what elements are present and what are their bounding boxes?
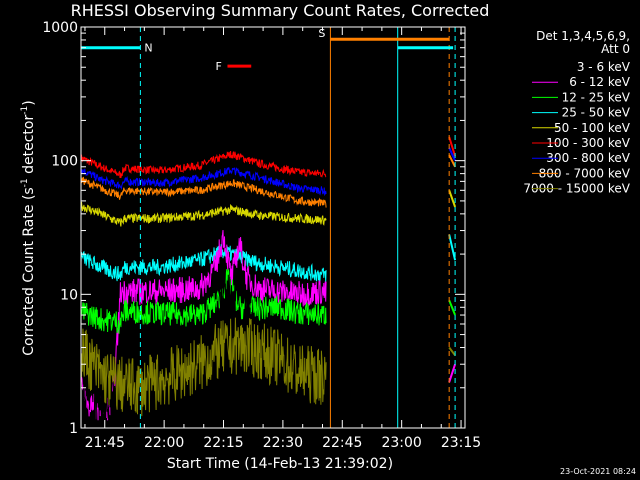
series-6-12-kev xyxy=(80,230,457,421)
legend-entry-label: 12 - 25 keV xyxy=(562,90,631,104)
series-line xyxy=(80,150,327,178)
y-label-part3: ) xyxy=(21,100,37,105)
series-300-800-kev xyxy=(80,147,457,197)
x-tick-label: 22:15 xyxy=(203,435,243,451)
y-label-exp2: -1 xyxy=(20,106,30,115)
legend-entry-label: 6 - 12 keV xyxy=(569,75,631,89)
legend-entry-label: 3 - 6 keV xyxy=(577,60,631,74)
series-line xyxy=(80,230,327,421)
x-tick-label: 23:15 xyxy=(441,435,481,451)
footer-date: 23-Oct-2021 08:24 xyxy=(560,467,636,476)
legend-entry-label: 25 - 50 keV xyxy=(562,106,631,120)
legend-entry-label: 50 - 100 keV xyxy=(554,121,631,135)
y-tick-label: 1000 xyxy=(42,20,78,36)
y-axis: 1 10 100 1000 xyxy=(42,20,465,437)
chart-title: RHESSI Observing Summary Count Rates, Co… xyxy=(71,1,490,20)
flags-layer: N F S xyxy=(81,27,456,428)
y-tick-label: 100 xyxy=(51,154,78,170)
series-layer xyxy=(80,136,457,424)
series-tail xyxy=(448,147,457,162)
series-line xyxy=(80,176,327,208)
flag-label: F xyxy=(215,60,221,73)
y-tick-label: 10 xyxy=(60,287,78,303)
x-tick-label: 22:00 xyxy=(144,435,184,451)
series-tail xyxy=(448,346,456,356)
series-12-25-kev xyxy=(80,269,457,334)
y-label-part1: Corrected Count Rate (s xyxy=(21,187,37,355)
series-line xyxy=(80,201,327,227)
x-tick-label: 23:00 xyxy=(381,435,421,451)
series-50-100-kev xyxy=(80,189,457,227)
x-tick-label: 22:30 xyxy=(263,435,303,451)
x-tick-label: 21:45 xyxy=(85,435,125,451)
series-line xyxy=(80,317,327,417)
x-axis: 21:45 22:00 22:15 22:30 22:45 23:00 23:15 xyxy=(84,27,481,451)
flag-label: S xyxy=(318,27,325,40)
series-100-300-kev xyxy=(80,136,457,178)
series-25-50-kev xyxy=(80,234,457,283)
series-line xyxy=(80,244,327,283)
plot-frame xyxy=(80,26,466,429)
series-800-7000-kev xyxy=(80,154,456,208)
series-line xyxy=(80,167,327,197)
series-tail xyxy=(448,136,457,157)
y-label-exp1: -1 xyxy=(20,178,30,187)
y-tick-label: 1 xyxy=(69,421,78,437)
x-axis-label: Start Time (14-Feb-13 21:39:02) xyxy=(167,456,393,472)
legend-entry-label: 800 - 7000 keV xyxy=(539,166,631,180)
series-7000-15000-kev xyxy=(80,317,456,417)
series-tail xyxy=(448,234,457,261)
legend-entry-label: 300 - 800 keV xyxy=(546,151,630,165)
x-tick-label: 22:45 xyxy=(322,435,362,451)
y-label-part2: detector xyxy=(21,115,37,179)
legend-header-2: Att 0 xyxy=(601,42,630,56)
flag-label: N xyxy=(144,42,152,55)
series-tail xyxy=(448,363,457,383)
series-line xyxy=(80,269,327,334)
legend-entry-label: 100 - 300 keV xyxy=(546,136,630,150)
series-tail xyxy=(448,189,457,208)
legend-entry-label: 7000 - 15000 keV xyxy=(523,182,630,196)
series-tail xyxy=(448,300,457,316)
y-axis-label: Corrected Count Rate (s-1 detector-1) xyxy=(20,100,37,355)
series-tail xyxy=(448,154,456,168)
legend-header-1: Det 1,3,4,5,6,9, xyxy=(536,29,630,43)
